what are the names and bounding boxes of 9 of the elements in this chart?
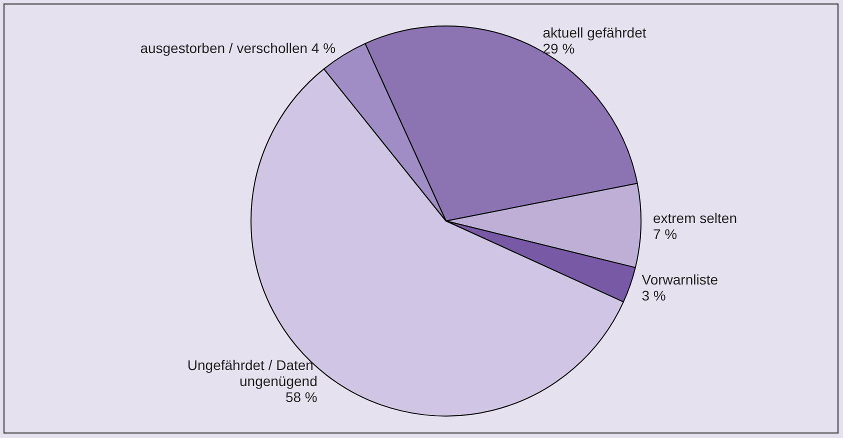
slice-label: extrem selten: [652, 210, 737, 226]
slice-label: Ungefährdet / Daten ungenügend: [187, 357, 318, 390]
data-label: 29 %: [542, 40, 575, 56]
slice-label: Vorwarnliste: [642, 272, 718, 288]
data-label: 3 %: [642, 288, 666, 304]
data-label: 58 %: [285, 389, 318, 406]
data-label: 7 %: [652, 226, 678, 242]
slice-label: aktuell gefährdet: [542, 24, 646, 40]
slice-label: ausgestorben / verschollen 4 %: [140, 40, 336, 56]
